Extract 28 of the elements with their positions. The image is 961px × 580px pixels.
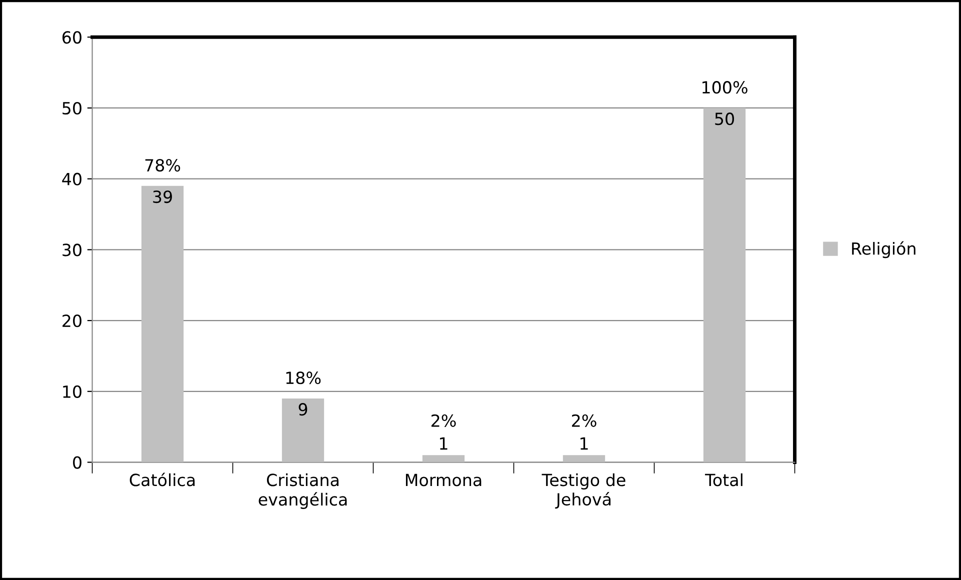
legend-label: Religión — [852, 241, 916, 258]
data-label: 50 — [715, 112, 734, 126]
y-tick-label: 60 — [62, 31, 82, 44]
y-tick-label: 40 — [62, 172, 82, 186]
y-tick-label: 30 — [62, 244, 82, 256]
data-label: 39 — [153, 190, 172, 204]
bar — [141, 186, 184, 462]
annotation: 78% — [145, 158, 180, 172]
y-tick-label: 50 — [62, 102, 82, 115]
x-tick-label: Total — [704, 473, 742, 486]
x-tick-label: Mormona — [406, 474, 482, 486]
data-label: 1 — [440, 437, 448, 450]
bar — [422, 455, 465, 462]
data-label: 1 — [580, 437, 588, 450]
bar — [703, 108, 746, 462]
bar — [562, 455, 606, 462]
x-tick-label: Católica — [130, 472, 195, 486]
annotation: 100% — [702, 81, 748, 94]
x-tick-label: Testigo de Jehová — [542, 473, 626, 509]
annotation: 18% — [286, 372, 321, 384]
annotation: 2% — [572, 414, 596, 427]
x-tick-label: Cristiana evangélica — [258, 473, 347, 509]
y-tick-label: 10 — [63, 385, 82, 398]
data-label: 9 — [298, 403, 308, 416]
annotation: 2% — [432, 414, 456, 427]
bar — [282, 398, 324, 462]
y-tick-label: 20 — [62, 314, 82, 328]
y-tick-label: 0 — [73, 456, 82, 469]
